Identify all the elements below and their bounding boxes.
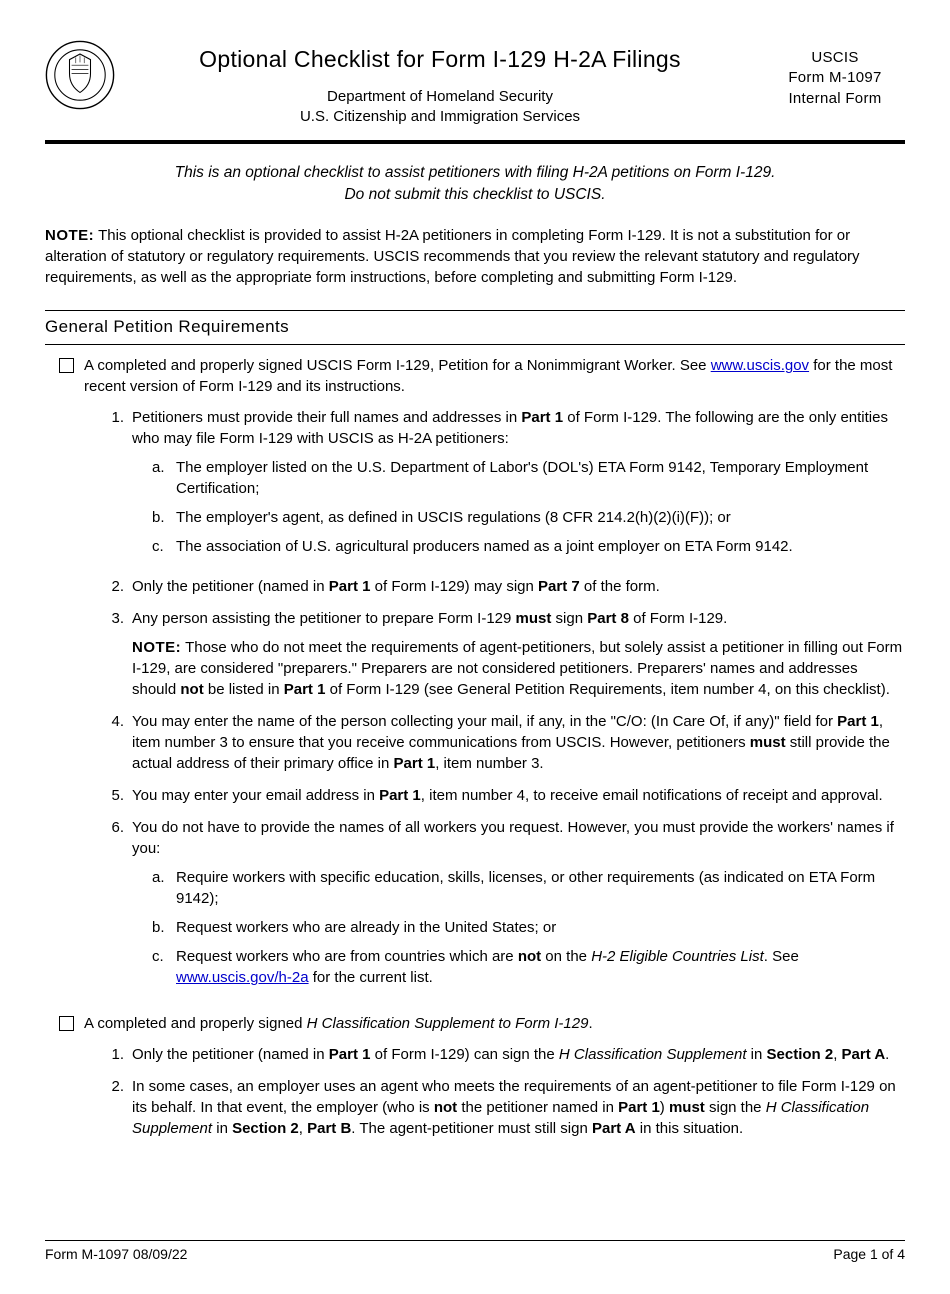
item-1-body: A completed and properly signed USCIS Fo… [84, 355, 905, 1007]
item-1-lead-a: A completed and properly signed USCIS Fo… [84, 357, 711, 374]
dept-line-2: U.S. Citizenship and Immigration Service… [129, 107, 751, 127]
sub-list: a.Require workers with specific educatio… [132, 867, 905, 988]
section-heading: General Petition Requirements [45, 310, 905, 345]
item-1-n3: 3. Any person assisting the petitioner t… [108, 608, 905, 700]
sub-c: c.Request workers who are from countries… [152, 946, 905, 988]
num: 3. [108, 608, 124, 700]
item-2-n2: 2. In some cases, an employer uses an ag… [108, 1076, 905, 1139]
footer-page-number: Page 1 of 4 [833, 1245, 905, 1264]
note-block: NOTE: This optional checklist is provide… [45, 225, 905, 288]
li-body: You may enter the name of the person col… [132, 711, 905, 774]
li-body: You may enter your email address in Part… [132, 785, 905, 806]
num: 6. [108, 817, 124, 996]
num: 5. [108, 785, 124, 806]
dept-line-1: Department of Homeland Security [129, 87, 751, 107]
item-2-body: A completed and properly signed H Classi… [84, 1013, 905, 1150]
li-body: Only the petitioner (named in Part 1 of … [132, 576, 905, 597]
sub-c: c.The association of U.S. agricultural p… [152, 536, 905, 557]
sub-b: b.The employer's agent, as defined in US… [152, 507, 905, 528]
intro-line-2: Do not submit this checklist to USCIS. [75, 184, 875, 206]
item-1-n2: 2. Only the petitioner (named in Part 1 … [108, 576, 905, 597]
header-divider [45, 140, 905, 144]
num: 4. [108, 711, 124, 774]
item-2-n1: 1. Only the petitioner (named in Part 1 … [108, 1044, 905, 1065]
li-body: Only the petitioner (named in Part 1 of … [132, 1044, 905, 1065]
n3-note: NOTE: Those who do not meet the requirem… [132, 637, 905, 700]
num: 1. [108, 407, 124, 565]
footer: Form M-1097 08/09/22 Page 1 of 4 [45, 1241, 905, 1264]
dhs-seal-icon [45, 40, 115, 110]
item-2-list: 1. Only the petitioner (named in Part 1 … [84, 1044, 905, 1139]
uscis-link[interactable]: www.uscis.gov [711, 357, 809, 374]
footer-form-date: Form M-1097 08/09/22 [45, 1245, 187, 1264]
num: 1. [108, 1044, 124, 1065]
checkbox-2[interactable] [59, 1016, 74, 1031]
checkbox-1[interactable] [59, 358, 74, 373]
li-body: In some cases, an employer uses an agent… [132, 1076, 905, 1139]
item-1-list: 1. Petitioners must provide their full n… [84, 407, 905, 996]
checklist-item-2: A completed and properly signed H Classi… [45, 1013, 905, 1150]
item-1-n6: 6. You do not have to provide the names … [108, 817, 905, 996]
form-number: Form M-1097 [765, 68, 905, 88]
li-body: Any person assisting the petitioner to p… [132, 608, 905, 700]
header: Optional Checklist for Form I-129 H-2A F… [45, 40, 905, 136]
li-body: You do not have to provide the names of … [132, 817, 905, 996]
intro-note: This is an optional checklist to assist … [75, 162, 875, 205]
sub-list: a.The employer listed on the U.S. Depart… [132, 457, 905, 557]
header-center: Optional Checklist for Form I-129 H-2A F… [129, 40, 751, 126]
agency-abbr: USCIS [765, 48, 905, 68]
page-title: Optional Checklist for Form I-129 H-2A F… [129, 44, 751, 75]
sub-a: a.The employer listed on the U.S. Depart… [152, 457, 905, 499]
note-label: NOTE: [45, 227, 94, 244]
checklist-item-1: A completed and properly signed USCIS Fo… [45, 355, 905, 1007]
item-1-n4: 4. You may enter the name of the person … [108, 711, 905, 774]
item-1-n1: 1. Petitioners must provide their full n… [108, 407, 905, 565]
item-1-n5: 5. You may enter your email address in P… [108, 785, 905, 806]
header-form-info: USCIS Form M-1097 Internal Form [765, 40, 905, 109]
sub-a: a.Require workers with specific educatio… [152, 867, 905, 909]
intro-line-1: This is an optional checklist to assist … [75, 162, 875, 184]
num: 2. [108, 576, 124, 597]
note-text: This optional checklist is provided to a… [45, 227, 860, 286]
li-body: Petitioners must provide their full name… [132, 407, 905, 565]
h2a-link[interactable]: www.uscis.gov/h-2a [176, 969, 309, 986]
form-type: Internal Form [765, 89, 905, 109]
num: 2. [108, 1076, 124, 1139]
sub-b: b.Request workers who are already in the… [152, 917, 905, 938]
